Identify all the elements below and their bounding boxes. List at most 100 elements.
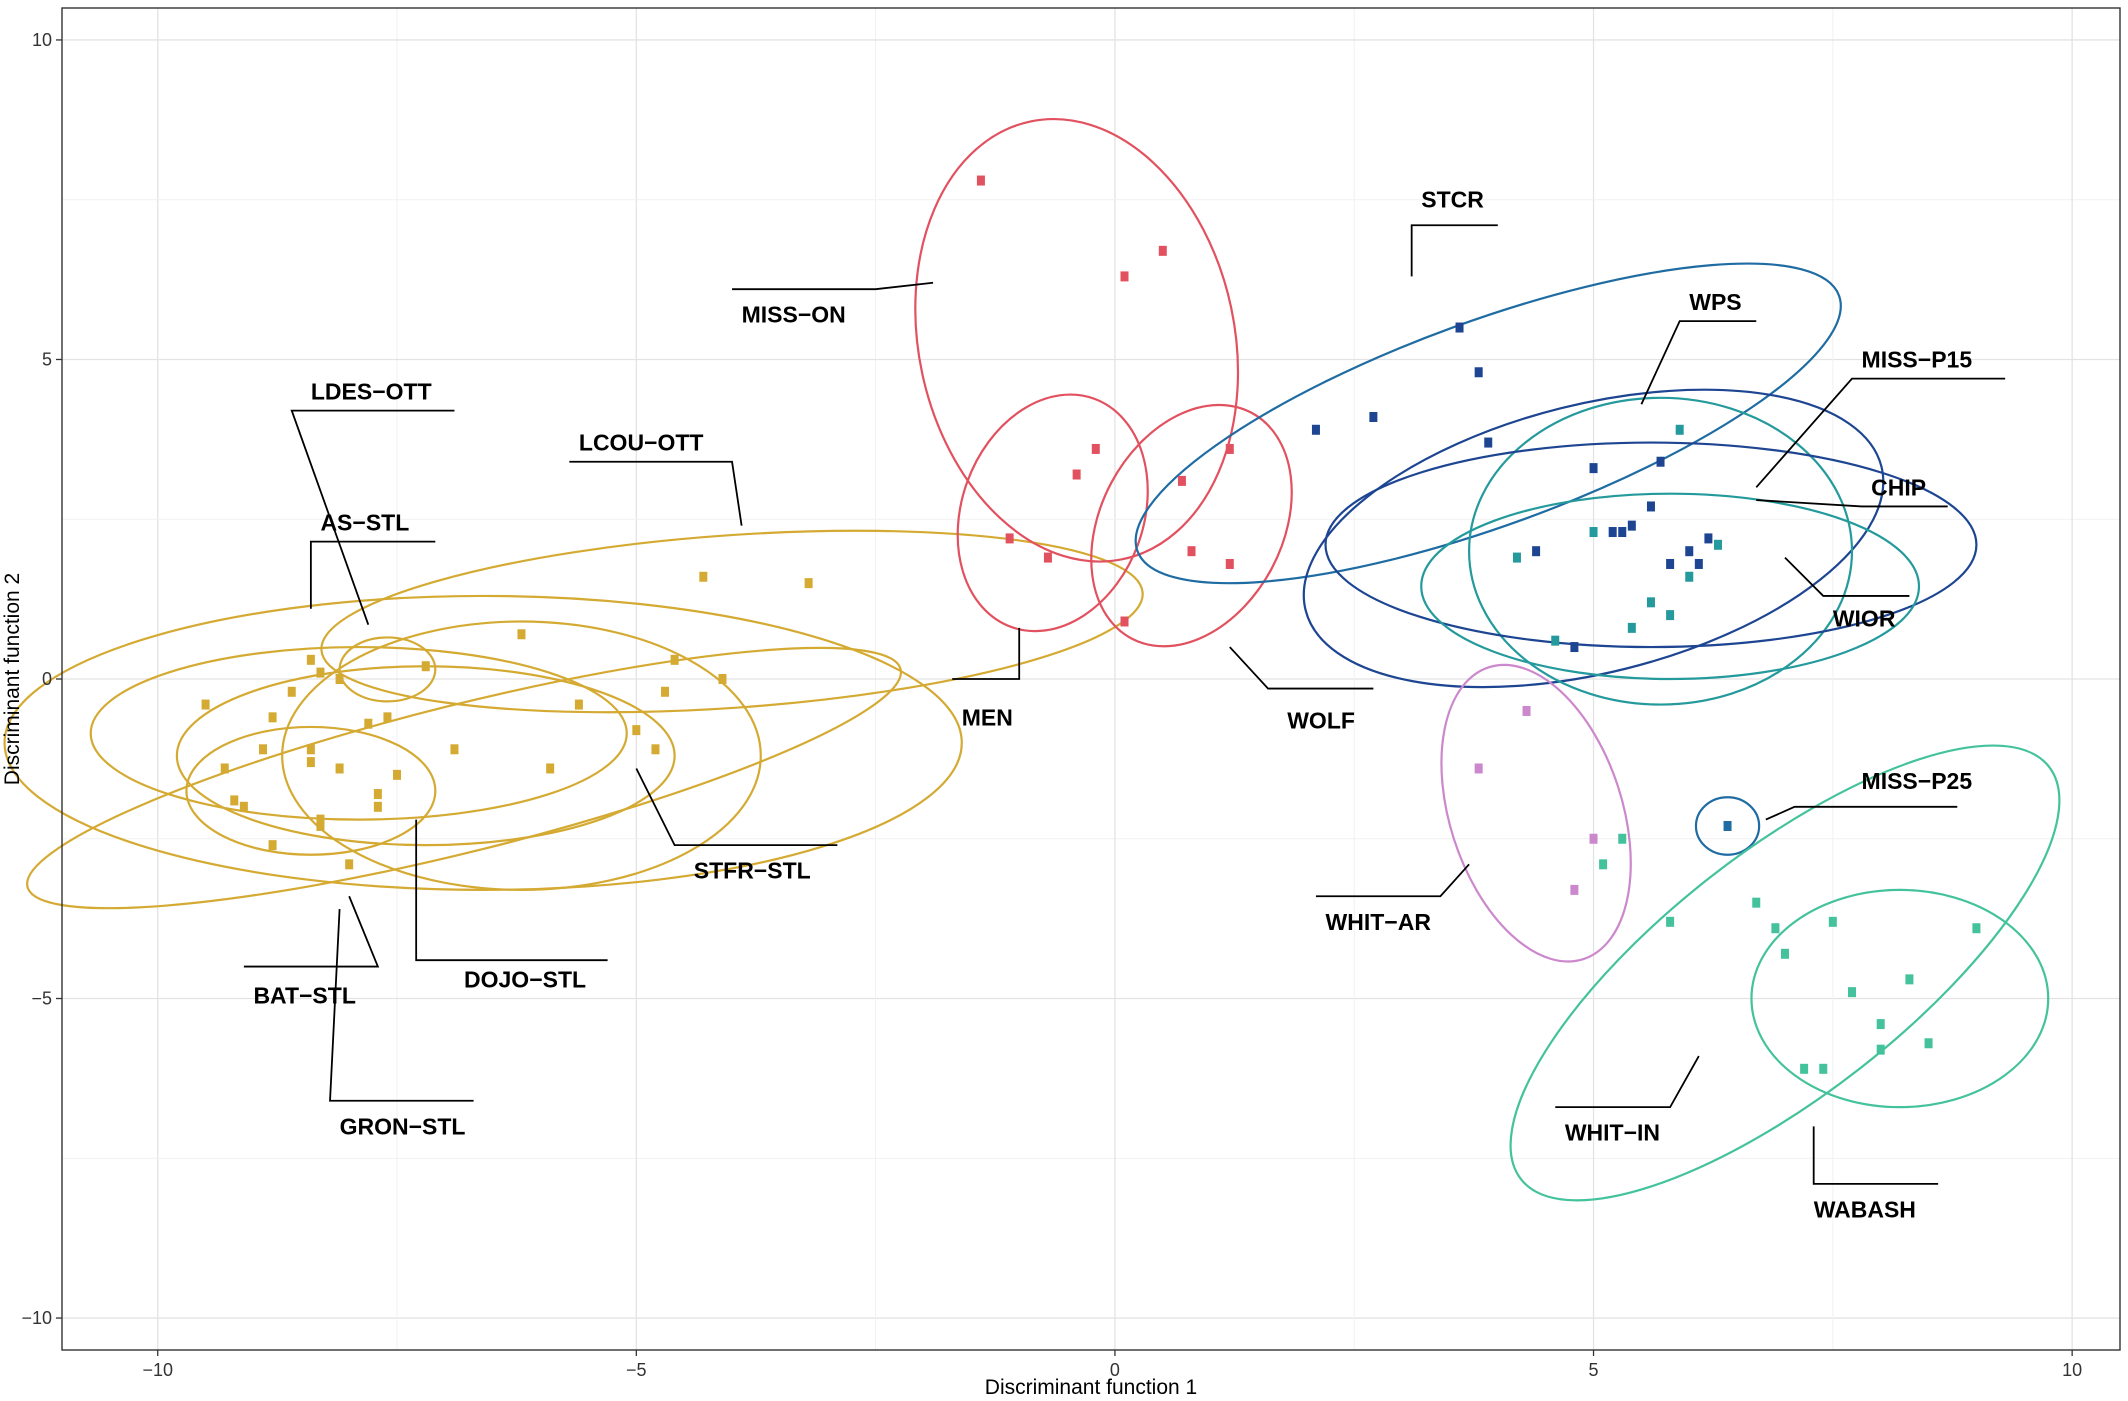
- data-point: [1752, 897, 1761, 908]
- data-point: [268, 840, 277, 851]
- data-point: [201, 699, 210, 710]
- data-point: [287, 686, 296, 697]
- data-point: [1570, 642, 1579, 653]
- data-point: [306, 744, 315, 755]
- group-label: WPS: [1689, 289, 1741, 315]
- label-leader-line: [1755, 377, 2006, 488]
- data-point: [1646, 501, 1655, 512]
- y-tick-label: 5: [42, 349, 52, 369]
- group-label: WHIT−IN: [1565, 1120, 1660, 1146]
- data-point: [1819, 1063, 1828, 1074]
- data-point: [661, 686, 670, 697]
- ellipse-chip: [1324, 441, 1978, 649]
- data-point: [335, 674, 344, 684]
- data-point: [1589, 833, 1598, 844]
- label-leader-line: [1315, 863, 1470, 898]
- data-point: [1666, 610, 1675, 621]
- data-point: [1177, 475, 1186, 486]
- data-point: [1484, 437, 1493, 448]
- data-point: [1685, 546, 1694, 557]
- data-point: [306, 654, 315, 665]
- ellipse-whit-in: [1509, 744, 2061, 1202]
- data-point: [383, 712, 392, 723]
- label-leader-line: [952, 627, 1021, 680]
- group-label: CHIP: [1871, 474, 1926, 500]
- group-label: LDES−OTT: [311, 378, 432, 404]
- group-label: BAT−STL: [253, 982, 355, 1008]
- data-point: [1599, 859, 1608, 870]
- data-point: [1828, 916, 1837, 927]
- data-point: [976, 175, 985, 186]
- data-point: [316, 814, 325, 825]
- data-point: [373, 801, 382, 812]
- data-point: [306, 757, 315, 768]
- data-point: [1618, 527, 1627, 538]
- data-point: [268, 712, 277, 723]
- data-point: [1656, 456, 1665, 467]
- y-tick-label: 10: [32, 30, 52, 50]
- group-label: MISS−P25: [1862, 768, 1973, 794]
- data-point: [1225, 443, 1234, 454]
- data-point: [546, 763, 555, 774]
- group-label: WOLF: [1287, 708, 1355, 734]
- x-tick-label: −10: [142, 1360, 173, 1380]
- data-point: [1694, 558, 1703, 569]
- x-tick-label: 5: [1589, 1360, 1599, 1380]
- data-point: [1771, 923, 1780, 934]
- group-label: DOJO−STL: [464, 966, 586, 992]
- ellipse-miss-p15: [1467, 396, 1854, 706]
- data-point: [632, 725, 641, 736]
- data-point: [1551, 635, 1560, 646]
- label-leader-line: [1784, 556, 1910, 597]
- data-point: [574, 699, 583, 710]
- label-leader-line: [309, 540, 436, 609]
- label-leader-line: [1756, 499, 1948, 508]
- data-point: [1311, 424, 1320, 435]
- label-leader-line: [1229, 646, 1374, 690]
- group-label: WIOR: [1833, 605, 1896, 631]
- y-tick-label: −10: [21, 1308, 52, 1328]
- data-point: [393, 769, 402, 780]
- data-point: [364, 718, 373, 729]
- data-point: [1704, 533, 1713, 544]
- data-points: [201, 175, 1981, 1074]
- data-point: [239, 801, 248, 812]
- data-point: [345, 859, 354, 870]
- data-point: [1608, 527, 1617, 538]
- data-point: [1072, 469, 1081, 480]
- ellipse-stcr: [1134, 262, 1842, 585]
- data-point: [670, 654, 679, 665]
- data-point: [1005, 533, 1014, 544]
- x-axis-title: Discriminant function 1: [985, 1376, 1197, 1399]
- group-label: WHIT−AR: [1326, 909, 1432, 935]
- data-point: [335, 763, 344, 774]
- ellipse-men: [956, 393, 1149, 633]
- axis-ticks: −10 −5 0 5 10 −10 −5 0 5 10: [21, 30, 2082, 1380]
- label-leader-line: [415, 819, 608, 962]
- group-label: MISS−P15: [1862, 346, 1973, 372]
- ellipse-wior: [1420, 492, 1921, 681]
- data-point: [1713, 539, 1722, 550]
- data-point: [1532, 546, 1541, 557]
- data-point: [316, 820, 325, 831]
- ellipse-whit-ar: [1440, 663, 1632, 963]
- label-leader-line: [1765, 805, 1958, 821]
- data-point: [1924, 1038, 1933, 1049]
- data-point: [1685, 571, 1694, 582]
- ellipse-gron-stl: [3, 594, 963, 891]
- data-point: [718, 674, 727, 684]
- group-label: WABASH: [1814, 1196, 1916, 1222]
- label-leader-line: [243, 895, 380, 968]
- data-point: [1474, 367, 1483, 378]
- label-leader-line: [732, 281, 934, 291]
- label-leader-line: [329, 909, 474, 1102]
- data-point: [699, 571, 708, 582]
- x-tick-label: −5: [626, 1360, 647, 1380]
- data-point: [220, 763, 229, 774]
- label-leader-line: [1640, 320, 1757, 405]
- grid-lines: [62, 8, 2120, 1350]
- data-point: [1627, 622, 1636, 633]
- y-tick-label: −5: [31, 989, 52, 1009]
- ellipse-wabash: [1750, 888, 2050, 1109]
